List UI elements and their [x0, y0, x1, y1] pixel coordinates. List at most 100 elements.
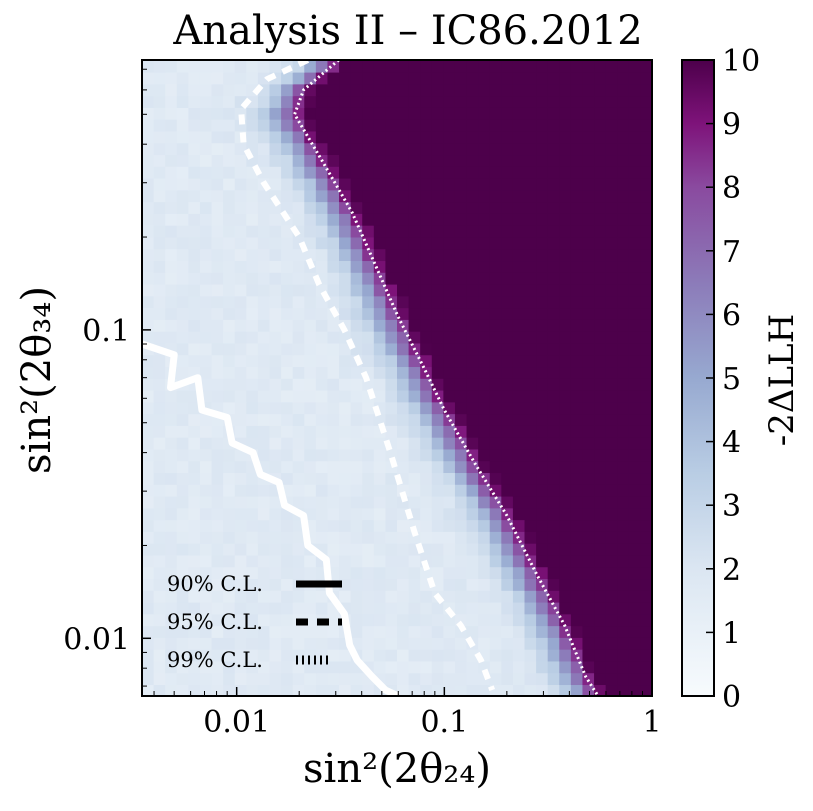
heatmap-cell — [397, 260, 410, 273]
heatmap-cell — [478, 542, 491, 556]
heatmap-cell — [350, 578, 364, 591]
heatmap-cell — [373, 590, 387, 603]
heatmap-cell — [605, 519, 619, 532]
heatmap-cell — [617, 425, 630, 438]
heatmap-cell — [536, 531, 549, 544]
heatmap-cell — [188, 472, 201, 485]
heatmap-cell — [524, 637, 537, 650]
heatmap-cell — [188, 248, 201, 262]
heatmap-cell — [385, 519, 398, 532]
heatmap-cell — [420, 118, 433, 132]
heatmap-cell — [397, 342, 410, 356]
heatmap-cell — [397, 601, 410, 615]
heatmap-cell — [431, 213, 445, 226]
heatmap-cell — [246, 378, 259, 391]
heatmap-cell — [211, 283, 224, 297]
heatmap-cell — [246, 283, 259, 297]
heatmap-cell — [605, 436, 619, 450]
heatmap-cell — [257, 613, 271, 627]
heatmap-cell — [234, 554, 248, 568]
heatmap-cell — [594, 590, 607, 603]
heatmap-cell — [524, 648, 537, 662]
heatmap-cell — [466, 542, 479, 556]
heatmap-cell — [512, 236, 526, 250]
heatmap-cell — [281, 177, 294, 191]
heatmap-cell — [443, 307, 456, 320]
heatmap-cell — [269, 283, 282, 297]
heatmap-cell — [431, 201, 445, 214]
heatmap-cell — [142, 590, 155, 603]
heatmap-cell — [199, 201, 213, 214]
heatmap-cell — [397, 118, 410, 132]
heatmap-cell — [397, 460, 410, 474]
heatmap-cell — [292, 95, 306, 108]
heatmap-cell — [478, 342, 491, 356]
heatmap-cell — [373, 319, 387, 332]
heatmap-cell — [547, 248, 561, 262]
heatmap-cell — [211, 613, 224, 627]
heatmap-cell — [582, 531, 595, 544]
heatmap-cell — [176, 295, 190, 309]
heatmap-cell — [142, 578, 155, 591]
heatmap-cell — [617, 590, 630, 603]
heatmap-cell — [176, 637, 190, 650]
heatmap-cell — [559, 566, 572, 580]
heatmap-cell — [165, 613, 178, 627]
heatmap-cell — [246, 177, 259, 191]
heatmap-cell — [188, 519, 201, 532]
heatmap-cell — [617, 142, 630, 156]
heatmap-cell — [617, 330, 630, 344]
heatmap-cell — [339, 95, 352, 108]
heatmap-cell — [489, 378, 503, 391]
heatmap-cell — [339, 448, 352, 462]
heatmap-cell — [362, 637, 375, 650]
heatmap-cell — [594, 554, 607, 568]
heatmap-cell — [281, 613, 294, 627]
heatmap-cell — [211, 319, 224, 332]
heatmap-cell — [628, 554, 642, 568]
heatmap-cell — [443, 71, 456, 85]
heatmap-cell — [211, 224, 224, 238]
heatmap-cell — [420, 154, 433, 167]
heatmap-cell — [524, 260, 537, 273]
heatmap-cell — [165, 389, 178, 403]
heatmap-cell — [408, 554, 421, 568]
heatmap-cell — [199, 189, 213, 203]
heatmap-cell — [153, 672, 166, 686]
heatmap-cell — [501, 177, 514, 191]
heatmap-cell — [466, 166, 479, 179]
heatmap-cell — [617, 95, 630, 108]
heatmap-cell — [559, 672, 572, 686]
heatmap-cell — [408, 319, 421, 332]
heatmap-cell — [199, 519, 213, 532]
heatmap-cell — [547, 613, 561, 627]
heatmap-cell — [269, 401, 282, 415]
heatmap-cell — [501, 95, 514, 108]
heatmap-cell — [385, 378, 398, 391]
heatmap-cell — [339, 507, 352, 521]
heatmap-cell — [397, 177, 410, 191]
y-tick-label: 0.1 — [82, 314, 130, 349]
heatmap-cell — [292, 366, 306, 379]
heatmap-cell — [188, 130, 201, 144]
heatmap-cell — [397, 378, 410, 391]
heatmap-cell — [199, 60, 213, 73]
heatmap-cell — [489, 95, 503, 108]
heatmap-cell — [466, 107, 479, 120]
heatmap-cell — [605, 472, 619, 485]
heatmap-cell — [489, 507, 503, 521]
heatmap-cell — [536, 613, 549, 627]
heatmap-cell — [257, 295, 271, 309]
heatmap-cell — [478, 590, 491, 603]
heatmap-cell — [582, 295, 595, 309]
heatmap-cell — [536, 472, 549, 485]
heatmap-cell — [304, 684, 317, 696]
heatmap-cell — [153, 213, 166, 226]
heatmap-cell — [269, 224, 282, 238]
heatmap-cell — [327, 71, 340, 85]
heatmap-cell — [420, 130, 433, 144]
heatmap-cell — [339, 118, 352, 132]
heatmap-cell — [501, 83, 514, 97]
heatmap-cell — [176, 448, 190, 462]
heatmap-cell — [165, 637, 178, 650]
